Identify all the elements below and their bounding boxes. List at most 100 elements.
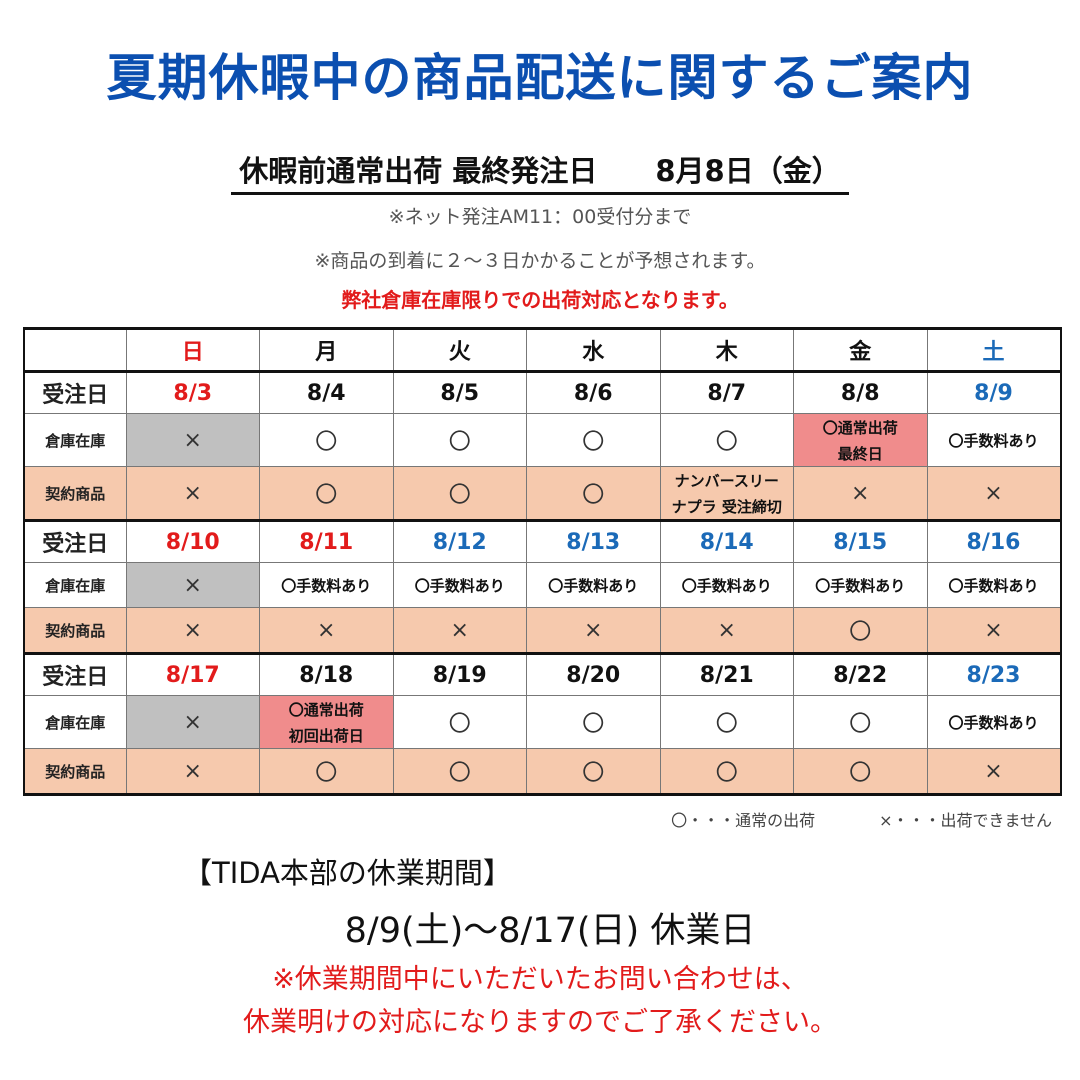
row-label-contract: 契約商品: [23, 466, 127, 522]
availability-mark: 〇: [448, 761, 471, 786]
warehouse-stock-cell: 〇: [526, 413, 661, 467]
warehouse-stock-cell: 〇: [659, 413, 794, 467]
row-label-warehouse: 倉庫在庫: [23, 562, 127, 608]
order-date-cell: 8/3: [125, 371, 260, 414]
weekday-header-row: 日月火水木金土: [23, 328, 1062, 373]
order-date-cell: 8/17: [125, 653, 260, 696]
order-date-cell: 8/16: [926, 520, 1062, 563]
order-date-row: 受注日 8/3 8/4 8/5 8/6 8/7 8/8 8/9: [23, 371, 1062, 414]
warehouse-stock-row: 倉庫在庫 × 〇通常出荷 初回出荷日 〇 〇 〇 〇 〇手数料あり: [23, 695, 1062, 749]
warehouse-stock-cell: ×: [125, 695, 260, 749]
warehouse-stock-cell: ×: [125, 413, 260, 467]
warehouse-stock-cell: 〇手数料あり: [926, 413, 1062, 467]
availability-mark: ×: [183, 617, 202, 643]
weekday-header-cell: 金: [793, 328, 928, 373]
warehouse-stock-cell: 〇手数料あり: [926, 562, 1062, 608]
availability-text: 〇手数料あり: [948, 577, 1039, 595]
row-label-contract: 契約商品: [23, 607, 127, 655]
availability-mark: 〇: [582, 430, 605, 455]
contract-product-cell: ×: [125, 748, 260, 796]
warehouse-stock-cell: 〇手数料あり: [926, 695, 1062, 749]
closure-dates: 8/9(土)～8/17(日) 休業日: [344, 911, 756, 951]
warehouse-stock-cell: 〇通常出荷 最終日: [793, 413, 928, 467]
row-label-contract: 契約商品: [23, 748, 127, 796]
note-arrival: ※商品の到着に２～３日かかることが予想されます。: [314, 250, 766, 272]
availability-text: 〇手数料あり: [414, 577, 505, 595]
availability-mark: ×: [717, 617, 736, 643]
availability-text: ナンバースリー ナプラ 受注締切: [671, 472, 782, 516]
warehouse-stock-cell: 〇: [793, 695, 928, 749]
order-date-cell: 8/12: [392, 520, 527, 563]
availability-mark: ×: [984, 480, 1003, 506]
closure-note-line-2: 休業明けの対応になりますのでご了承ください。: [243, 1007, 837, 1038]
contract-product-cell: ×: [659, 607, 794, 655]
availability-mark: ×: [584, 617, 603, 643]
contract-product-cell: 〇: [392, 466, 527, 522]
order-date-cell: 8/11: [259, 520, 394, 563]
weekday-header-cell: 月: [259, 328, 394, 373]
warehouse-stock-cell: 〇: [259, 413, 394, 467]
availability-mark: 〇: [849, 712, 872, 737]
contract-product-cell: 〇: [793, 748, 928, 796]
availability-mark: 〇: [448, 712, 471, 737]
availability-text: 〇手数料あり: [948, 432, 1039, 450]
availability-mark: ×: [183, 709, 202, 735]
header-corner-cell: [23, 328, 127, 373]
order-date-row: 受注日 8/10 8/11 8/12 8/13 8/14 8/15 8/16: [23, 520, 1062, 563]
availability-mark: 〇: [448, 430, 471, 455]
contract-product-cell: ×: [259, 607, 394, 655]
contract-product-cell: 〇: [793, 607, 928, 655]
availability-mark: 〇: [582, 483, 605, 508]
warehouse-stock-cell: ×: [125, 562, 260, 608]
row-label-warehouse: 倉庫在庫: [23, 695, 127, 749]
order-date-cell: 8/15: [793, 520, 928, 563]
closure-heading: 【TIDA本部の休業期間】: [183, 856, 512, 890]
note-order-cutoff: ※ネット発注AM11：00受付分まで: [388, 206, 692, 228]
warehouse-stock-cell: 〇手数料あり: [259, 562, 394, 608]
order-date-cell: 8/10: [125, 520, 260, 563]
contract-product-cell: ×: [526, 607, 661, 655]
weekday-header-cell: 木: [659, 328, 794, 373]
availability-mark: 〇: [849, 761, 872, 786]
contract-product-cell: 〇: [526, 748, 661, 796]
order-date-cell: 8/18: [259, 653, 394, 696]
availability-mark: 〇: [448, 483, 471, 508]
availability-mark: 〇: [582, 761, 605, 786]
availability-text: 〇手数料あり: [815, 577, 906, 595]
order-date-row: 受注日 8/17 8/18 8/19 8/20 8/21 8/22 8/23: [23, 653, 1062, 696]
contract-product-cell: ×: [125, 607, 260, 655]
contract-product-cell: 〇: [259, 466, 394, 522]
availability-text: 〇手数料あり: [681, 577, 772, 595]
contract-product-cell: ×: [926, 748, 1062, 796]
availability-mark: ×: [450, 617, 469, 643]
order-date-cell: 8/23: [926, 653, 1062, 696]
weekday-header-cell: 土: [926, 328, 1062, 373]
row-label-date: 受注日: [23, 371, 127, 414]
order-date-cell: 8/4: [259, 371, 394, 414]
warehouse-stock-row: 倉庫在庫 × 〇 〇 〇 〇 〇通常出荷 最終日 〇手数料あり: [23, 413, 1062, 467]
contract-product-cell: ×: [793, 466, 928, 522]
contract-product-cell: 〇: [259, 748, 394, 796]
row-label-date: 受注日: [23, 653, 127, 696]
contract-product-cell: ナンバースリー ナプラ 受注締切: [659, 466, 794, 522]
contract-product-row: 契約商品 × 〇 〇 〇 〇 〇 ×: [23, 748, 1062, 796]
order-date-cell: 8/22: [793, 653, 928, 696]
warehouse-stock-cell: 〇手数料あり: [526, 562, 661, 608]
availability-text: 〇手数料あり: [548, 577, 639, 595]
order-date-cell: 8/5: [392, 371, 527, 414]
legend: 〇・・・通常の出荷 ×・・・出荷できません: [671, 811, 1052, 830]
contract-product-cell: ×: [392, 607, 527, 655]
availability-mark: 〇: [715, 430, 738, 455]
page-title: 夏期休暇中の商品配送に関するご案内: [106, 49, 974, 107]
availability-mark: 〇: [715, 761, 738, 786]
warehouse-stock-cell: 〇: [526, 695, 661, 749]
warehouse-stock-cell: 〇手数料あり: [392, 562, 527, 608]
order-date-cell: 8/21: [659, 653, 794, 696]
last-order-date-heading: 休暇前通常出荷 最終発注日 8月8日（金）: [231, 148, 849, 195]
warehouse-stock-cell: 〇手数料あり: [793, 562, 928, 608]
availability-mark: ×: [183, 427, 202, 453]
availability-text: 〇手数料あり: [948, 714, 1039, 732]
warehouse-stock-cell: 〇通常出荷 初回出荷日: [259, 695, 394, 749]
availability-text: 〇手数料あり: [281, 577, 372, 595]
availability-mark: ×: [183, 480, 202, 506]
